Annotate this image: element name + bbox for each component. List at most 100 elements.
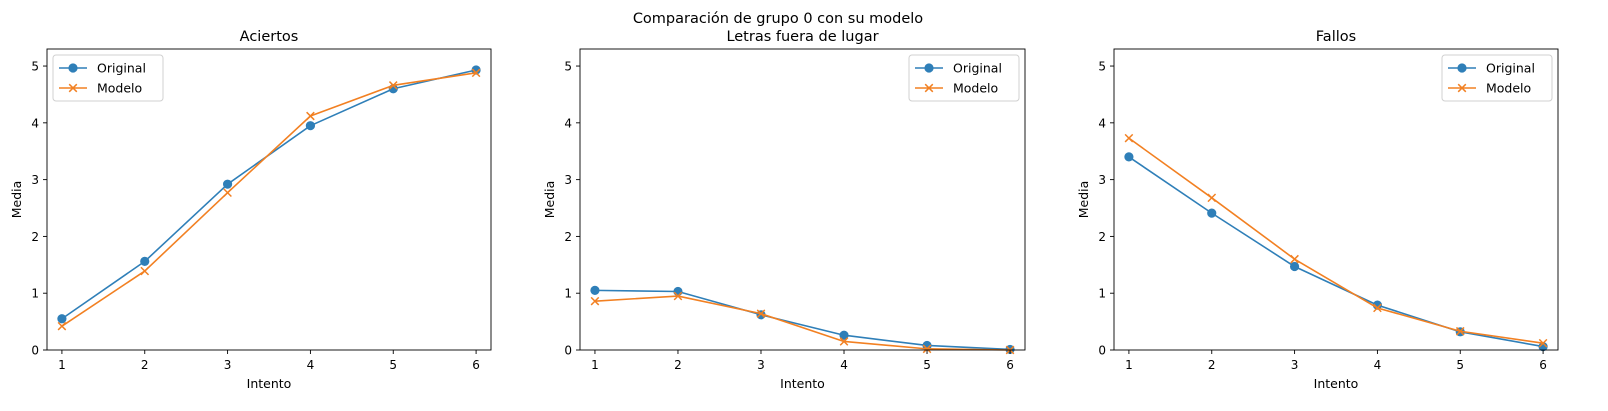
data-point-modelo [673, 291, 683, 301]
y-tick-label: 4 [31, 116, 39, 130]
data-point-modelo [1455, 326, 1465, 336]
x-tick-label: 3 [224, 358, 232, 372]
x-tick-label: 4 [307, 358, 315, 372]
x-tick-label: 6 [472, 358, 480, 372]
x-tick-label: 2 [674, 358, 682, 372]
x-tick-label: 5 [923, 358, 931, 372]
x-tick-label: 5 [389, 358, 397, 372]
legend-marker-original [924, 63, 934, 73]
data-point-modelo [839, 337, 849, 346]
legend-marker-modelo [924, 83, 934, 93]
data-point-modelo [922, 344, 932, 354]
y-tick-label: 2 [1098, 230, 1106, 244]
series-line-original [594, 289, 1011, 351]
legend: Original Modelo [908, 54, 1020, 102]
y-tick-label: 4 [564, 116, 572, 130]
y-tick-label: 4 [1098, 116, 1106, 130]
series-line-modelo [1128, 137, 1544, 344]
subplot-1: Aciertos 1 2 3 4 5 6 0 1 2 3 4 5 Intento Media Original… [9, 29, 492, 391]
legend: Original Modelo [52, 54, 164, 102]
subplot-title: Fallos [1316, 29, 1356, 45]
x-tick-label: 1 [591, 358, 599, 372]
y-tick-label: 0 [1098, 344, 1106, 358]
data-point-modelo [590, 296, 600, 306]
legend: Original Modelo [1441, 54, 1553, 102]
legend-box [908, 54, 1020, 102]
x-tick-label: 2 [1208, 358, 1216, 372]
data-point-original [222, 179, 233, 189]
data-point-modelo [1373, 303, 1382, 313]
x-axis-label: Intento [780, 376, 825, 391]
x-tick-label: 5 [1456, 358, 1464, 372]
data-point-original [1124, 152, 1134, 162]
legend-label-original: Original [953, 61, 1002, 76]
data-point-original [305, 121, 316, 131]
data-point-modelo [471, 68, 481, 78]
legend-label-modelo: Modelo [953, 81, 998, 96]
figure-suptitle: Comparación de grupo 0 con su modelo [633, 11, 923, 27]
legend-marker-modelo [68, 83, 78, 93]
axes-frame [579, 48, 1026, 351]
subplot-title: Aciertos [240, 29, 299, 45]
data-point-original [1289, 261, 1300, 272]
x-tick-label: 3 [757, 358, 765, 372]
axes-frame [1113, 48, 1559, 351]
data-point-original [673, 286, 683, 297]
data-point-modelo [223, 188, 232, 198]
x-tick-label: 6 [1006, 358, 1014, 372]
data-point-original [1207, 208, 1217, 218]
data-point-modelo [388, 81, 398, 90]
data-point-original [590, 285, 600, 295]
x-tick-label: 6 [1539, 358, 1547, 372]
y-axis-label: Media [542, 181, 557, 219]
y-tick-label: 2 [564, 230, 572, 244]
y-tick-label: 0 [564, 344, 572, 358]
legend-label-modelo: Modelo [97, 81, 142, 96]
y-tick-label: 3 [564, 173, 572, 187]
legend-marker-modelo [1457, 83, 1467, 93]
x-tick-label: 2 [141, 358, 149, 372]
data-point-original [57, 314, 67, 324]
legend-marker-original [1457, 63, 1467, 73]
data-point-modelo [1124, 133, 1134, 143]
subplot-2: Letras fuera de lugar 1 2 3 4 5 6 0 1 2 3 4 5 Intento… [542, 29, 1026, 391]
data-point-modelo [1207, 193, 1217, 203]
y-tick-label: 3 [1098, 173, 1106, 187]
y-axis-label: Media [9, 181, 24, 219]
y-tick-label: 5 [1098, 60, 1106, 74]
series-line-modelo [594, 295, 1011, 351]
y-tick-label: 5 [564, 60, 572, 74]
y-tick-label: 1 [31, 287, 39, 301]
x-axis-label: Intento [247, 376, 292, 391]
x-tick-label: 4 [1374, 358, 1382, 372]
y-tick-label: 5 [31, 60, 39, 74]
x-axis-label: Intento [1314, 376, 1359, 391]
y-tick-label: 3 [31, 173, 39, 187]
data-point-original [140, 256, 150, 267]
data-point-modelo [306, 111, 315, 121]
series-line-original [1128, 156, 1544, 348]
data-point-modelo [1538, 338, 1548, 348]
x-tick-label: 3 [1291, 358, 1299, 372]
x-tick-label: 1 [58, 358, 66, 372]
data-point-modelo [140, 266, 150, 276]
data-point-modelo [57, 321, 67, 331]
subplot-3: Fallos 1 2 3 4 5 6 0 1 2 3 4 5 Intento Media Original Mo… [1076, 29, 1559, 391]
y-tick-label: 2 [31, 230, 39, 244]
series-line-original [61, 69, 477, 320]
legend-label-original: Original [1486, 61, 1535, 76]
axes-frame [46, 48, 492, 351]
legend-marker-original [68, 63, 78, 73]
legend-box [52, 54, 164, 102]
legend-label-original: Original [97, 61, 146, 76]
x-tick-label: 4 [840, 358, 848, 372]
y-tick-label: 0 [31, 344, 39, 358]
data-point-modelo [756, 309, 766, 318]
y-axis-label: Media [1076, 181, 1091, 219]
legend-box [1441, 54, 1553, 102]
y-tick-label: 1 [564, 287, 572, 301]
data-point-original [471, 65, 481, 75]
data-point-modelo [1290, 254, 1299, 264]
